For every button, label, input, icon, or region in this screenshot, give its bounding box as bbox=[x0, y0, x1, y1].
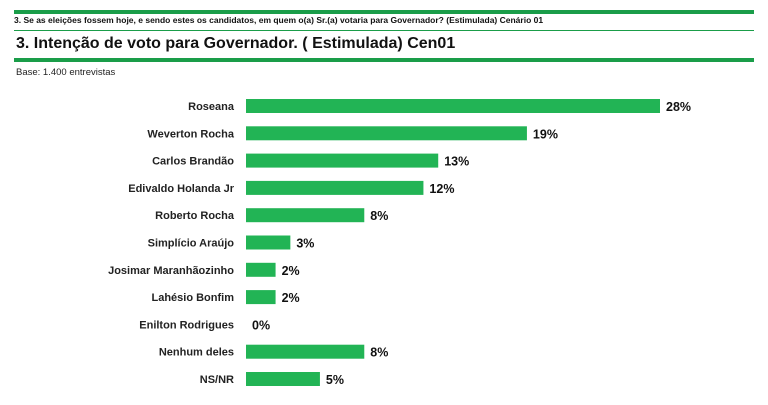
value-label: 0% bbox=[252, 318, 270, 332]
bar bbox=[246, 208, 365, 223]
category-label: NS/NR bbox=[200, 374, 234, 386]
bar bbox=[246, 372, 320, 386]
category-label: Nenhum deles bbox=[159, 347, 234, 359]
category-label: Josimar Maranhãozinho bbox=[108, 265, 234, 277]
bar bbox=[246, 153, 439, 168]
category-label: Simplício Araújo bbox=[148, 238, 235, 250]
category-label: Roseana bbox=[188, 101, 235, 113]
value-label: 12% bbox=[429, 182, 454, 196]
bar bbox=[246, 126, 527, 141]
value-label: 28% bbox=[666, 100, 691, 114]
category-label: Edivaldo Holanda Jr bbox=[128, 183, 234, 195]
value-label: 13% bbox=[444, 155, 469, 169]
bar bbox=[246, 180, 424, 195]
header-divider bbox=[14, 30, 754, 31]
value-label: 2% bbox=[282, 264, 300, 278]
category-label: Enilton Rodrigues bbox=[139, 319, 234, 331]
value-label: 5% bbox=[326, 373, 344, 387]
category-label: Lahésio Bonfim bbox=[151, 292, 234, 304]
bar bbox=[246, 290, 276, 305]
value-label: 19% bbox=[533, 127, 558, 141]
base-note: Base: 1.400 entrevistas bbox=[16, 67, 116, 78]
bar bbox=[246, 262, 276, 277]
category-label: Carlos Brandão bbox=[152, 156, 234, 168]
chart-title: 3. Intenção de voto para Governador. ( E… bbox=[16, 35, 456, 52]
value-label: 3% bbox=[296, 237, 314, 251]
value-label: 8% bbox=[370, 346, 388, 360]
value-label: 2% bbox=[282, 291, 300, 305]
header-top-rule bbox=[14, 10, 754, 14]
bar bbox=[246, 99, 660, 113]
category-label: Weverton Rocha bbox=[147, 128, 234, 140]
header-bottom-rule bbox=[14, 58, 754, 62]
value-label: 8% bbox=[370, 209, 388, 223]
bar bbox=[246, 235, 291, 250]
question-text: 3. Se as eleições fossem hoje, e sendo e… bbox=[14, 15, 544, 25]
bar bbox=[246, 344, 365, 359]
category-label: Roberto Rocha bbox=[155, 210, 235, 222]
